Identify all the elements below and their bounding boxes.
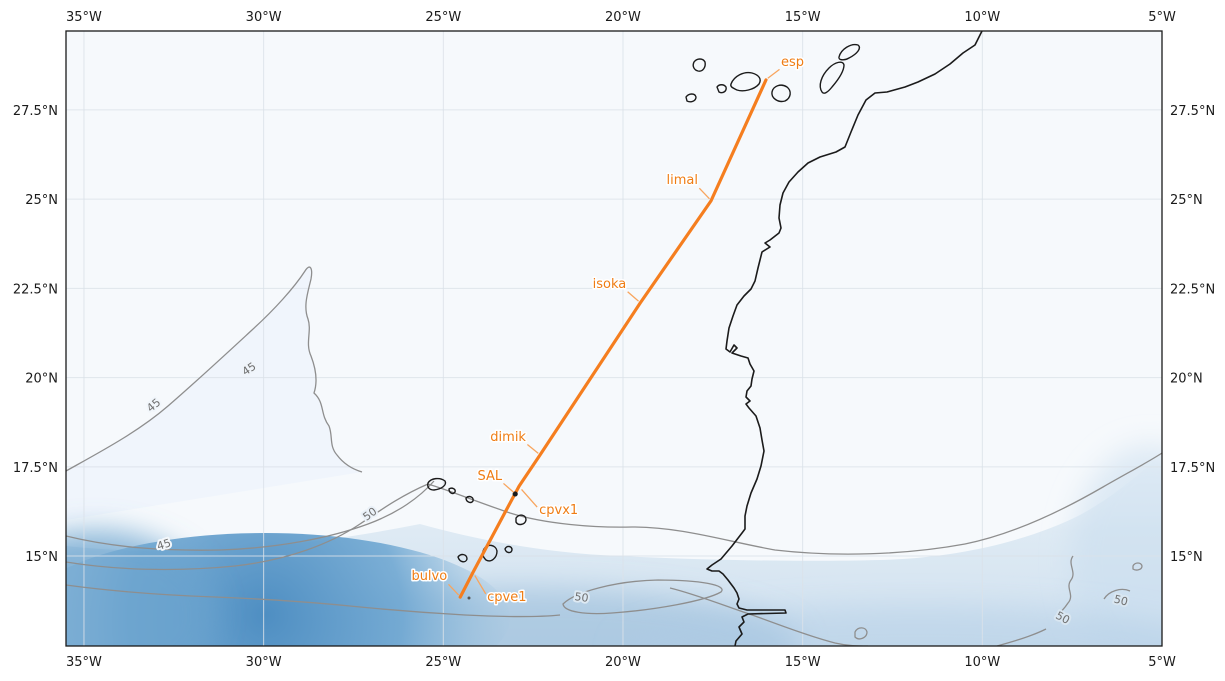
- island-el-hierro: [685, 93, 697, 103]
- x-tick-top: 30°W: [246, 10, 282, 25]
- leader-dimik: [526, 444, 539, 454]
- contour-45-band: [66, 480, 435, 551]
- waypoint-label-SAL: SAL: [478, 469, 503, 484]
- x-tick-bottom: 5°W: [1148, 655, 1176, 670]
- flight-route-line: [458, 78, 768, 599]
- shade-bottom-right: [621, 605, 1162, 646]
- island-gran-canaria: [771, 84, 791, 103]
- island-lanzarote: [838, 43, 861, 61]
- x-tick-bottom: 30°W: [246, 655, 282, 670]
- island-tenerife: [730, 71, 761, 92]
- x-tick-bottom: 15°W: [785, 655, 821, 670]
- y-tick-right: 27.5°N: [1170, 104, 1215, 119]
- y-tick-right: 25°N: [1170, 193, 1203, 208]
- island-small: [465, 495, 474, 504]
- contour-layer: [66, 266, 1162, 646]
- y-tick-right: 20°N: [1170, 372, 1203, 387]
- contour-label-50: 50: [1112, 593, 1129, 609]
- x-tick-bottom: 10°W: [964, 655, 1000, 670]
- route-layer: [448, 68, 780, 599]
- x-tick-top: 25°W: [425, 10, 461, 25]
- x-tick-bottom: 35°W: [66, 655, 102, 670]
- contour-45-blob: [66, 266, 363, 473]
- africa-coastline: [706, 31, 983, 646]
- canary-islands: [685, 43, 861, 103]
- y-tick-left: 25°N: [25, 193, 58, 208]
- shade-blob-interior: [66, 267, 362, 520]
- island-bijagos: [854, 627, 868, 640]
- island-la-gomera: [716, 84, 727, 94]
- shading-layer: [66, 267, 1162, 646]
- x-tick-top: 15°W: [785, 10, 821, 25]
- cape-verde-islands: [427, 477, 527, 600]
- island-fogo: [504, 545, 513, 554]
- leader-cpvx1: [521, 489, 538, 508]
- leader-limal: [698, 187, 710, 200]
- y-tick-left: 27.5°N: [13, 104, 58, 119]
- island-tiny-dot: [467, 596, 471, 600]
- island-sao-vicente: [448, 487, 456, 495]
- plot-border: [65, 30, 1163, 647]
- waypoint-label-cpvx1: cpvx1: [539, 503, 578, 518]
- y-tick-left: 17.5°N: [13, 461, 58, 476]
- x-tick-bottom: 25°W: [425, 655, 461, 670]
- contour-label-50: 50: [574, 590, 590, 605]
- marker-SAL: [512, 491, 518, 497]
- leader-cpve1: [474, 575, 487, 595]
- y-tick-right: 15°N: [1170, 550, 1203, 565]
- shade-left-corner: [66, 530, 215, 646]
- island-santo-antao: [427, 477, 447, 491]
- contour-50-lower: [66, 584, 561, 618]
- x-tick-top: 5°W: [1148, 10, 1176, 25]
- contour-50-main: [66, 452, 1162, 571]
- island-tiny-right: [1132, 562, 1143, 571]
- waypoint-label-isoka: isoka: [593, 277, 627, 292]
- island-fuerteventura: [819, 61, 845, 94]
- shade-right-tongue: [1070, 445, 1162, 646]
- tick-label-layer: 35°W 35°W 30°W 30°W 25°W 25°W 20°W 20°W 15°W 15°W…: [13, 10, 1215, 670]
- x-tick-top: 35°W: [66, 10, 102, 25]
- contour-50-loop: [562, 579, 723, 615]
- y-tick-right: 22.5°N: [1170, 282, 1215, 297]
- island-boa-vista: [515, 514, 527, 526]
- waypoint-label-cpve1: cpve1: [487, 590, 526, 605]
- leader-isoka: [627, 291, 639, 302]
- y-tick-left: 15°N: [25, 550, 58, 565]
- leader-esp: [767, 68, 780, 79]
- y-tick-right: 17.5°N: [1170, 461, 1215, 476]
- y-tick-left: 22.5°N: [13, 282, 58, 297]
- island-sao-nicolau: [457, 553, 468, 563]
- leader-bulvo: [448, 583, 460, 596]
- waypoint-label-limal: limal: [667, 173, 698, 188]
- contour-right-wiggle: [996, 555, 1074, 646]
- island-la-palma: [692, 58, 706, 72]
- coastline-layer: [427, 31, 983, 646]
- x-tick-bottom: 20°W: [605, 655, 641, 670]
- contour-right-arc: [1103, 588, 1131, 600]
- grid-layer: [66, 31, 1162, 646]
- y-tick-left: 20°N: [25, 372, 58, 387]
- x-tick-top: 10°W: [964, 10, 1000, 25]
- waypoint-label-bulvo: bulvo: [411, 569, 447, 584]
- x-tick-top: 20°W: [605, 10, 641, 25]
- waypoint-label-layer: bulvo cpve1 SAL cpvx1 dimik isoka limal esp: [410, 53, 806, 606]
- waypoint-label-dimik: dimik: [490, 430, 526, 445]
- waypoint-label-esp: esp: [781, 55, 804, 70]
- leader-SAL: [503, 482, 515, 493]
